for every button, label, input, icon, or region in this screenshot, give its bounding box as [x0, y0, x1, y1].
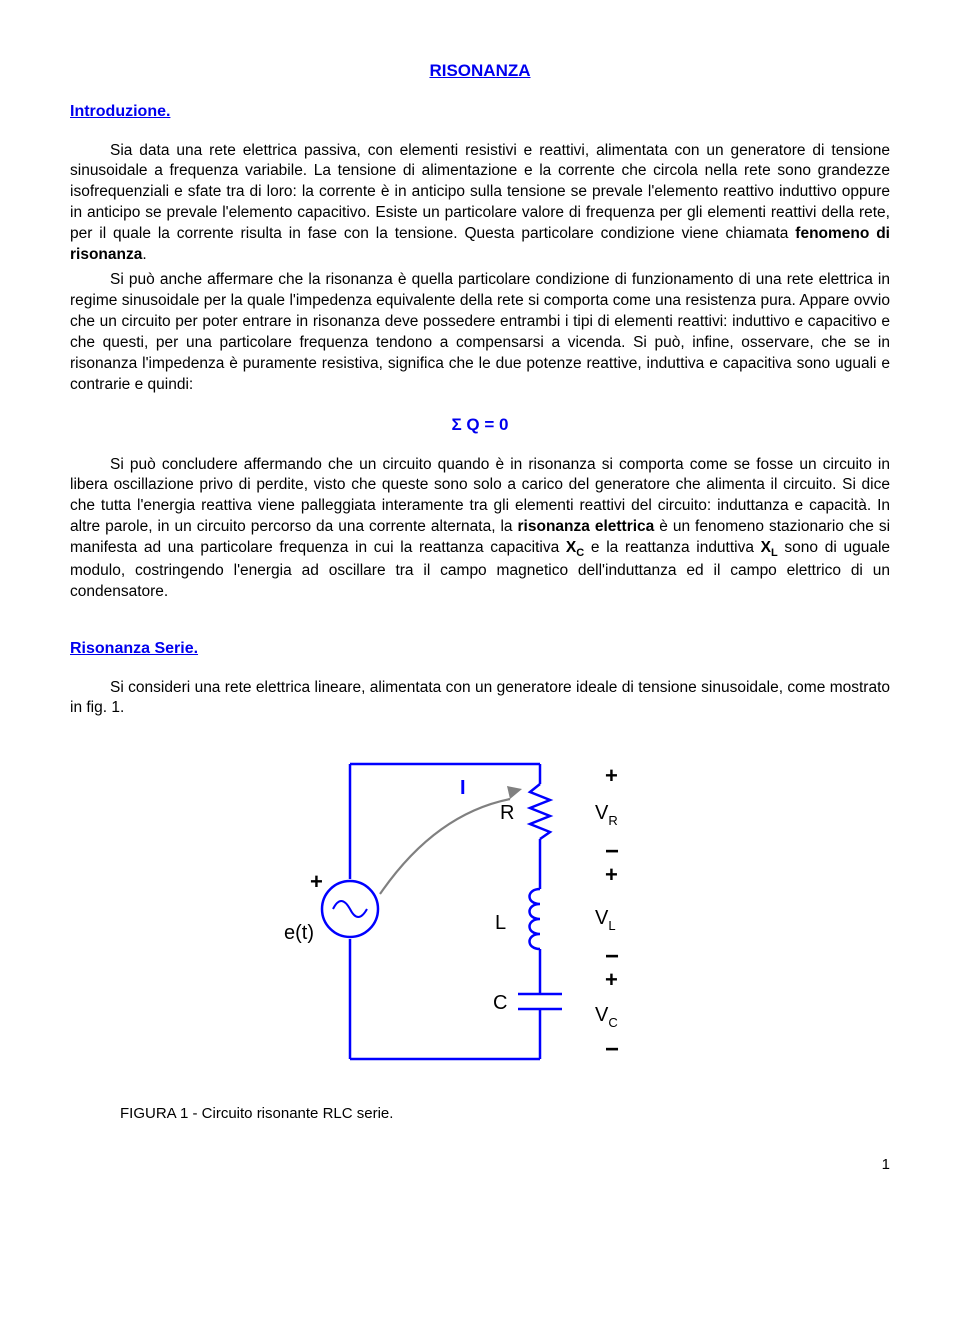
src-plus: +	[310, 869, 323, 894]
paragraph-1: Sia data una rete elettrica passiva, con…	[70, 141, 890, 267]
label-R: R	[500, 802, 514, 824]
paragraph-2: Si può anche affermare che la risonanza …	[70, 270, 890, 396]
paragraph-4: Si consideri una rete elettrica lineare,…	[70, 678, 890, 720]
section-serie-head: Risonanza Serie.	[70, 638, 890, 660]
para3-xl-sub: L	[771, 547, 778, 559]
page-title: RISONANZA	[70, 60, 890, 83]
label-vc: VC	[595, 1004, 618, 1030]
section-intro-head: Introduzione.	[70, 101, 890, 123]
figure-1-caption: FIGURA 1 - Circuito risonante RLC serie.	[120, 1104, 890, 1124]
para3-xc: X	[566, 539, 576, 556]
para1-end: .	[142, 246, 146, 263]
vc-minus: −	[605, 1036, 619, 1063]
label-C: C	[493, 992, 507, 1014]
para3-xl: X	[761, 539, 771, 556]
circuit-rlc-svg: I R L C + e(t) + VR − + VL − + VC −	[270, 739, 690, 1079]
vl-plus: +	[605, 862, 618, 887]
para1-text: Sia data una rete elettrica passiva, con…	[70, 142, 890, 243]
vr-plus: +	[605, 763, 618, 788]
paragraph-3: Si può concludere affermando che un circ…	[70, 455, 890, 603]
label-et: e(t)	[284, 922, 314, 944]
label-I: I	[460, 777, 466, 799]
figure-1: I R L C + e(t) + VR − + VL − + VC −	[70, 739, 890, 1086]
label-vr: VR	[595, 802, 618, 828]
formula-sigma-q: Σ Q = 0	[70, 414, 890, 437]
vl-minus: −	[605, 943, 619, 970]
page-number: 1	[70, 1155, 890, 1175]
vr-minus: −	[605, 838, 619, 865]
para3c: e la reattanza induttiva	[584, 539, 760, 556]
para3-bold1: risonanza elettrica	[518, 518, 655, 535]
label-L: L	[495, 912, 506, 934]
label-vl: VL	[595, 907, 616, 933]
vc-plus: +	[605, 967, 618, 992]
